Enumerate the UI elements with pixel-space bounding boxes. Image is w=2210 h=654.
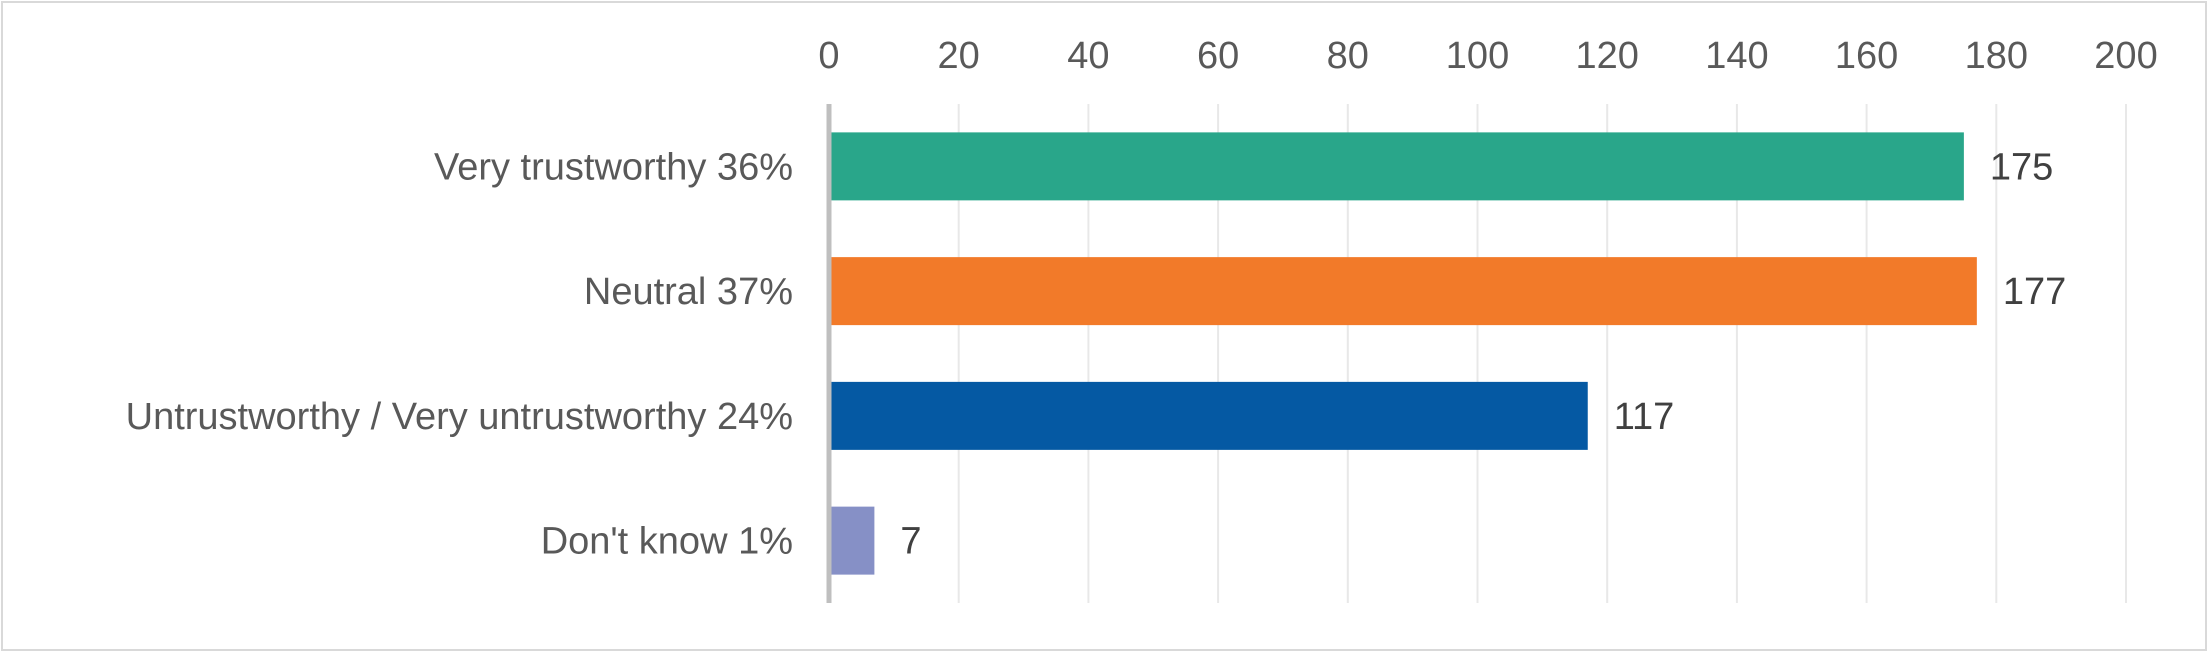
x-tick-label: 200 xyxy=(2094,35,2157,77)
x-tick-label: 0 xyxy=(818,35,839,77)
data-label: 177 xyxy=(2003,271,2066,313)
x-tick-label: 120 xyxy=(1575,35,1638,77)
bar xyxy=(831,132,1964,201)
x-tick-label: 20 xyxy=(938,35,980,77)
category-label: Neutral 37% xyxy=(584,271,793,313)
category-label: Very trustworthy 36% xyxy=(434,146,793,188)
category-labels: Very trustworthy 36% Neutral 37% Untrustwo… xyxy=(126,146,793,562)
category-label: Untrustworthy / Very untrustworthy 24% xyxy=(126,396,793,438)
bar xyxy=(831,506,875,575)
x-axis-ticks: 0 20 40 60 80 100 120 140 160 180 200 xyxy=(818,35,2157,77)
bars xyxy=(831,132,1977,575)
x-tick-label: 60 xyxy=(1197,35,1239,77)
x-tick-label: 40 xyxy=(1067,35,1109,77)
category-label: Don't know 1% xyxy=(541,521,793,563)
data-label: 7 xyxy=(900,521,921,563)
bar xyxy=(831,257,1977,326)
data-label: 175 xyxy=(1990,146,2053,188)
data-label: 117 xyxy=(1614,396,1675,438)
x-tick-label: 180 xyxy=(1965,35,2028,77)
x-tick-label: 140 xyxy=(1705,35,1768,77)
data-labels: 175 177 117 7 xyxy=(900,146,2066,562)
bar xyxy=(831,381,1588,450)
x-tick-label: 100 xyxy=(1446,35,1509,77)
x-tick-label: 80 xyxy=(1327,35,1369,77)
x-tick-label: 160 xyxy=(1835,35,1898,77)
bar-chart: 0 20 40 60 80 100 120 140 160 180 200 Very trustwo… xyxy=(126,35,2158,603)
